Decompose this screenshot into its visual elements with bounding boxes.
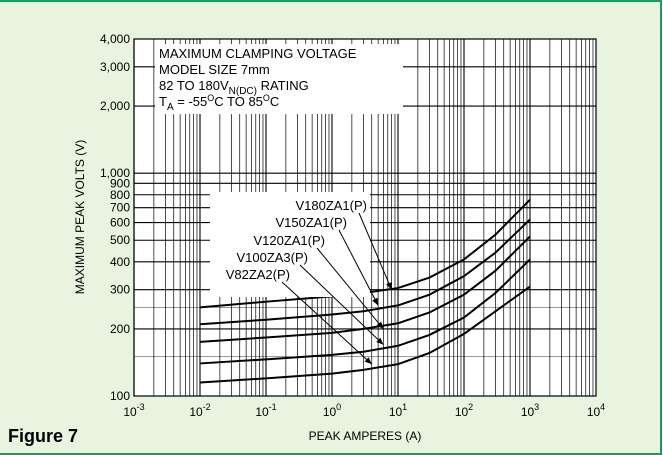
info-line-3-prefix: 82 TO 180V [159, 78, 229, 93]
frame-top-rule [0, 0, 660, 2]
series-arrowhead [364, 357, 372, 365]
figure-label: Figure 7 [8, 426, 79, 446]
series-arrowhead [386, 282, 392, 290]
series-layer [199, 199, 531, 384]
info-line-4: TA = -55OC TO 85OC [159, 93, 279, 113]
series-arrowhead [372, 297, 379, 306]
x-tick-label: 10-3 [123, 402, 144, 419]
y-tick-label: 900 [110, 176, 130, 190]
y-tick-label: 600 [110, 216, 130, 230]
series-arrowhead [376, 321, 384, 329]
x-tick-label: 100 [323, 402, 341, 419]
series-line [199, 218, 531, 326]
info-line-4-suffix: C [270, 94, 279, 109]
series-labels: V180ZA1(P) V150ZA1(P) V120ZA1(P) V100ZA3(P)… [226, 198, 393, 365]
info-line-4-prefix: T [159, 94, 167, 109]
info-line-3-suffix: RATING [257, 78, 309, 93]
series-leader-line [281, 281, 373, 365]
y-tick-label: 100 [110, 389, 130, 403]
plot-border [133, 38, 597, 397]
y-tick-label: 800 [110, 188, 130, 202]
y-tick-label: 300 [110, 283, 130, 297]
x-tick-label: 10-1 [255, 402, 276, 419]
x-tick-label: 101 [389, 402, 407, 419]
series-line [199, 285, 531, 384]
y-tick-label: 1,000 [100, 166, 130, 180]
series-label: V100ZA3(P) [236, 250, 308, 265]
info-box [155, 44, 403, 114]
series-arrowhead [376, 337, 384, 345]
info-line-2: MODEL SIZE 7mm [159, 62, 270, 77]
series-leader-line [358, 212, 393, 290]
info-line-4-sup2: O [263, 93, 270, 103]
series-label: V150ZA1(P) [275, 215, 347, 230]
info-line-1: MAXIMUM CLAMPING VOLTAGE [159, 46, 357, 61]
series-line [199, 235, 531, 343]
y-tick-label: 400 [110, 255, 130, 269]
info-line-4-mid2: C TO 85 [214, 94, 263, 109]
series-label: V180ZA1(P) [295, 198, 367, 213]
info-line-4-sub: A [167, 102, 174, 113]
series-line [199, 199, 531, 309]
y-axis-title: MAXIMUM PEAK VOLTS (V) [73, 140, 87, 294]
y-tick-label: 700 [110, 201, 130, 215]
y-tick-label: 500 [110, 233, 130, 247]
x-tick-label: 103 [521, 402, 539, 419]
x-tick-label: 104 [587, 402, 605, 419]
y-tick-label: 200 [110, 322, 130, 336]
series-leader-line [316, 247, 384, 330]
x-tick-labels: 10-3 10-2 10-1 100 101 102 103 104 [123, 402, 605, 419]
x-tick-label: 102 [455, 402, 473, 419]
y-tick-label: 2,000 [100, 99, 130, 113]
y-tick-label: 4,000 [100, 32, 130, 46]
info-line-3-sub: N(DC) [229, 86, 257, 97]
series-label: V82ZA2(P) [226, 267, 290, 282]
series-line [199, 258, 531, 365]
y-tick-label: 3,000 [100, 60, 130, 74]
series-leader-line [338, 229, 379, 306]
x-axis-title: PEAK AMPERES (A) [309, 429, 422, 443]
info-line-3: 82 TO 180VN(DC) RATING [159, 78, 309, 97]
info-line-4-mid1: = -55 [174, 94, 208, 109]
series-leader-line [299, 264, 384, 346]
x-tick-label: 10-2 [189, 402, 210, 419]
info-line-4-sup1: O [207, 93, 214, 103]
series-label: V120ZA1(P) [253, 233, 325, 248]
